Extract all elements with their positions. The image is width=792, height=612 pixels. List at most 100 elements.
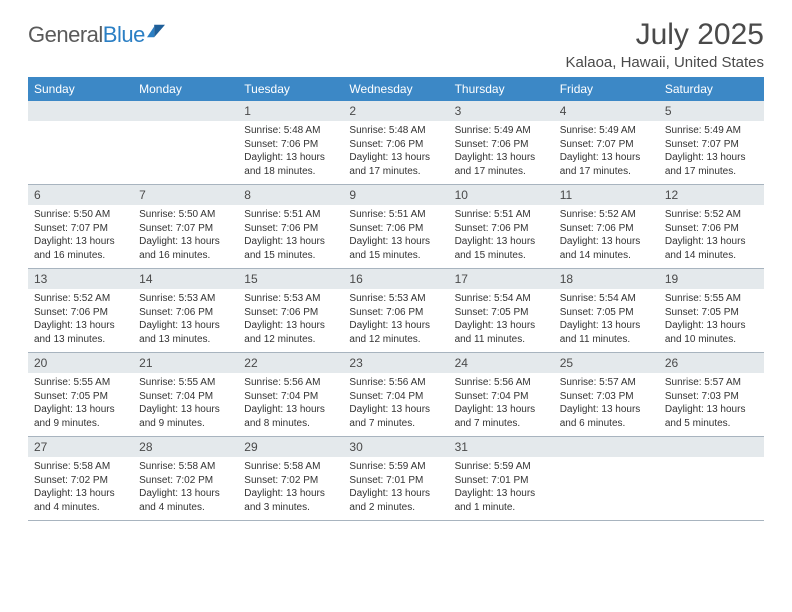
calendar-day-cell: 30Sunrise: 5:59 AMSunset: 7:01 PMDayligh… — [343, 437, 448, 521]
day-number: 13 — [28, 269, 133, 289]
day-number: 8 — [238, 185, 343, 205]
day-detail: Sunrise: 5:59 AMSunset: 7:01 PMDaylight:… — [343, 457, 448, 520]
weekday-header: Saturday — [659, 77, 764, 101]
title-block: July 2025 Kalaoa, Hawaii, United States — [566, 18, 764, 71]
day-number: 18 — [554, 269, 659, 289]
day-detail: Sunrise: 5:58 AMSunset: 7:02 PMDaylight:… — [28, 457, 133, 520]
day-detail: Sunrise: 5:54 AMSunset: 7:05 PMDaylight:… — [554, 289, 659, 352]
calendar-day-cell: 9Sunrise: 5:51 AMSunset: 7:06 PMDaylight… — [343, 185, 448, 269]
day-number: 5 — [659, 101, 764, 121]
calendar-week-row: 1Sunrise: 5:48 AMSunset: 7:06 PMDaylight… — [28, 101, 764, 185]
day-detail: Sunrise: 5:58 AMSunset: 7:02 PMDaylight:… — [133, 457, 238, 520]
day-number: 21 — [133, 353, 238, 373]
calendar-day-cell: 7Sunrise: 5:50 AMSunset: 7:07 PMDaylight… — [133, 185, 238, 269]
weekday-header: Sunday — [28, 77, 133, 101]
day-number: 22 — [238, 353, 343, 373]
calendar-day-cell: 25Sunrise: 5:57 AMSunset: 7:03 PMDayligh… — [554, 353, 659, 437]
day-number — [659, 437, 764, 457]
day-detail: Sunrise: 5:51 AMSunset: 7:06 PMDaylight:… — [449, 205, 554, 268]
calendar-day-cell: 19Sunrise: 5:55 AMSunset: 7:05 PMDayligh… — [659, 269, 764, 353]
calendar-day-cell — [659, 437, 764, 521]
day-number: 7 — [133, 185, 238, 205]
day-detail — [659, 457, 764, 511]
day-detail: Sunrise: 5:49 AMSunset: 7:07 PMDaylight:… — [554, 121, 659, 184]
calendar-day-cell: 4Sunrise: 5:49 AMSunset: 7:07 PMDaylight… — [554, 101, 659, 185]
day-number — [554, 437, 659, 457]
day-detail: Sunrise: 5:51 AMSunset: 7:06 PMDaylight:… — [238, 205, 343, 268]
day-detail: Sunrise: 5:55 AMSunset: 7:05 PMDaylight:… — [659, 289, 764, 352]
day-number: 1 — [238, 101, 343, 121]
day-detail: Sunrise: 5:57 AMSunset: 7:03 PMDaylight:… — [554, 373, 659, 436]
day-detail: Sunrise: 5:49 AMSunset: 7:07 PMDaylight:… — [659, 121, 764, 184]
day-detail: Sunrise: 5:53 AMSunset: 7:06 PMDaylight:… — [238, 289, 343, 352]
day-number: 27 — [28, 437, 133, 457]
calendar-day-cell: 20Sunrise: 5:55 AMSunset: 7:05 PMDayligh… — [28, 353, 133, 437]
calendar-day-cell: 8Sunrise: 5:51 AMSunset: 7:06 PMDaylight… — [238, 185, 343, 269]
weekday-header: Tuesday — [238, 77, 343, 101]
calendar-day-cell: 28Sunrise: 5:58 AMSunset: 7:02 PMDayligh… — [133, 437, 238, 521]
calendar-week-row: 27Sunrise: 5:58 AMSunset: 7:02 PMDayligh… — [28, 437, 764, 521]
day-number: 17 — [449, 269, 554, 289]
day-number: 24 — [449, 353, 554, 373]
day-number — [28, 101, 133, 121]
day-number: 12 — [659, 185, 764, 205]
calendar-day-cell: 29Sunrise: 5:58 AMSunset: 7:02 PMDayligh… — [238, 437, 343, 521]
calendar-day-cell: 23Sunrise: 5:56 AMSunset: 7:04 PMDayligh… — [343, 353, 448, 437]
calendar-week-row: 20Sunrise: 5:55 AMSunset: 7:05 PMDayligh… — [28, 353, 764, 437]
day-detail — [28, 121, 133, 175]
calendar-day-cell — [133, 101, 238, 185]
day-number: 9 — [343, 185, 448, 205]
calendar-day-cell: 14Sunrise: 5:53 AMSunset: 7:06 PMDayligh… — [133, 269, 238, 353]
calendar-day-cell: 11Sunrise: 5:52 AMSunset: 7:06 PMDayligh… — [554, 185, 659, 269]
weekday-header-row: Sunday Monday Tuesday Wednesday Thursday… — [28, 77, 764, 101]
day-number: 19 — [659, 269, 764, 289]
day-detail: Sunrise: 5:53 AMSunset: 7:06 PMDaylight:… — [343, 289, 448, 352]
day-number: 20 — [28, 353, 133, 373]
day-number: 15 — [238, 269, 343, 289]
day-detail: Sunrise: 5:59 AMSunset: 7:01 PMDaylight:… — [449, 457, 554, 520]
day-number: 10 — [449, 185, 554, 205]
day-detail: Sunrise: 5:48 AMSunset: 7:06 PMDaylight:… — [238, 121, 343, 184]
day-detail: Sunrise: 5:56 AMSunset: 7:04 PMDaylight:… — [238, 373, 343, 436]
day-detail — [133, 121, 238, 175]
day-detail: Sunrise: 5:57 AMSunset: 7:03 PMDaylight:… — [659, 373, 764, 436]
day-number — [133, 101, 238, 121]
calendar-day-cell: 27Sunrise: 5:58 AMSunset: 7:02 PMDayligh… — [28, 437, 133, 521]
calendar-day-cell — [554, 437, 659, 521]
day-number: 3 — [449, 101, 554, 121]
day-number: 29 — [238, 437, 343, 457]
day-detail: Sunrise: 5:49 AMSunset: 7:06 PMDaylight:… — [449, 121, 554, 184]
day-detail: Sunrise: 5:55 AMSunset: 7:05 PMDaylight:… — [28, 373, 133, 436]
day-detail: Sunrise: 5:53 AMSunset: 7:06 PMDaylight:… — [133, 289, 238, 352]
calendar-page: General Blue July 2025 Kalaoa, Hawaii, U… — [0, 0, 792, 539]
logo: General Blue — [28, 22, 165, 48]
weekday-header: Friday — [554, 77, 659, 101]
calendar-table: Sunday Monday Tuesday Wednesday Thursday… — [28, 77, 764, 521]
day-detail: Sunrise: 5:48 AMSunset: 7:06 PMDaylight:… — [343, 121, 448, 184]
calendar-body: 1Sunrise: 5:48 AMSunset: 7:06 PMDaylight… — [28, 101, 764, 521]
calendar-day-cell: 21Sunrise: 5:55 AMSunset: 7:04 PMDayligh… — [133, 353, 238, 437]
day-detail: Sunrise: 5:56 AMSunset: 7:04 PMDaylight:… — [343, 373, 448, 436]
day-number: 30 — [343, 437, 448, 457]
day-detail: Sunrise: 5:52 AMSunset: 7:06 PMDaylight:… — [554, 205, 659, 268]
logo-text-general: General — [28, 22, 103, 48]
calendar-day-cell: 31Sunrise: 5:59 AMSunset: 7:01 PMDayligh… — [449, 437, 554, 521]
calendar-day-cell: 16Sunrise: 5:53 AMSunset: 7:06 PMDayligh… — [343, 269, 448, 353]
calendar-day-cell: 26Sunrise: 5:57 AMSunset: 7:03 PMDayligh… — [659, 353, 764, 437]
day-number: 11 — [554, 185, 659, 205]
day-detail — [554, 457, 659, 511]
day-number: 26 — [659, 353, 764, 373]
calendar-day-cell: 22Sunrise: 5:56 AMSunset: 7:04 PMDayligh… — [238, 353, 343, 437]
calendar-day-cell — [28, 101, 133, 185]
month-title: July 2025 — [566, 18, 764, 52]
day-number: 31 — [449, 437, 554, 457]
flag-icon — [147, 24, 165, 38]
day-detail: Sunrise: 5:52 AMSunset: 7:06 PMDaylight:… — [28, 289, 133, 352]
location-text: Kalaoa, Hawaii, United States — [566, 54, 764, 71]
logo-text-blue: Blue — [103, 22, 145, 48]
calendar-day-cell: 3Sunrise: 5:49 AMSunset: 7:06 PMDaylight… — [449, 101, 554, 185]
calendar-day-cell: 15Sunrise: 5:53 AMSunset: 7:06 PMDayligh… — [238, 269, 343, 353]
day-detail: Sunrise: 5:50 AMSunset: 7:07 PMDaylight:… — [133, 205, 238, 268]
calendar-day-cell: 10Sunrise: 5:51 AMSunset: 7:06 PMDayligh… — [449, 185, 554, 269]
weekday-header: Thursday — [449, 77, 554, 101]
